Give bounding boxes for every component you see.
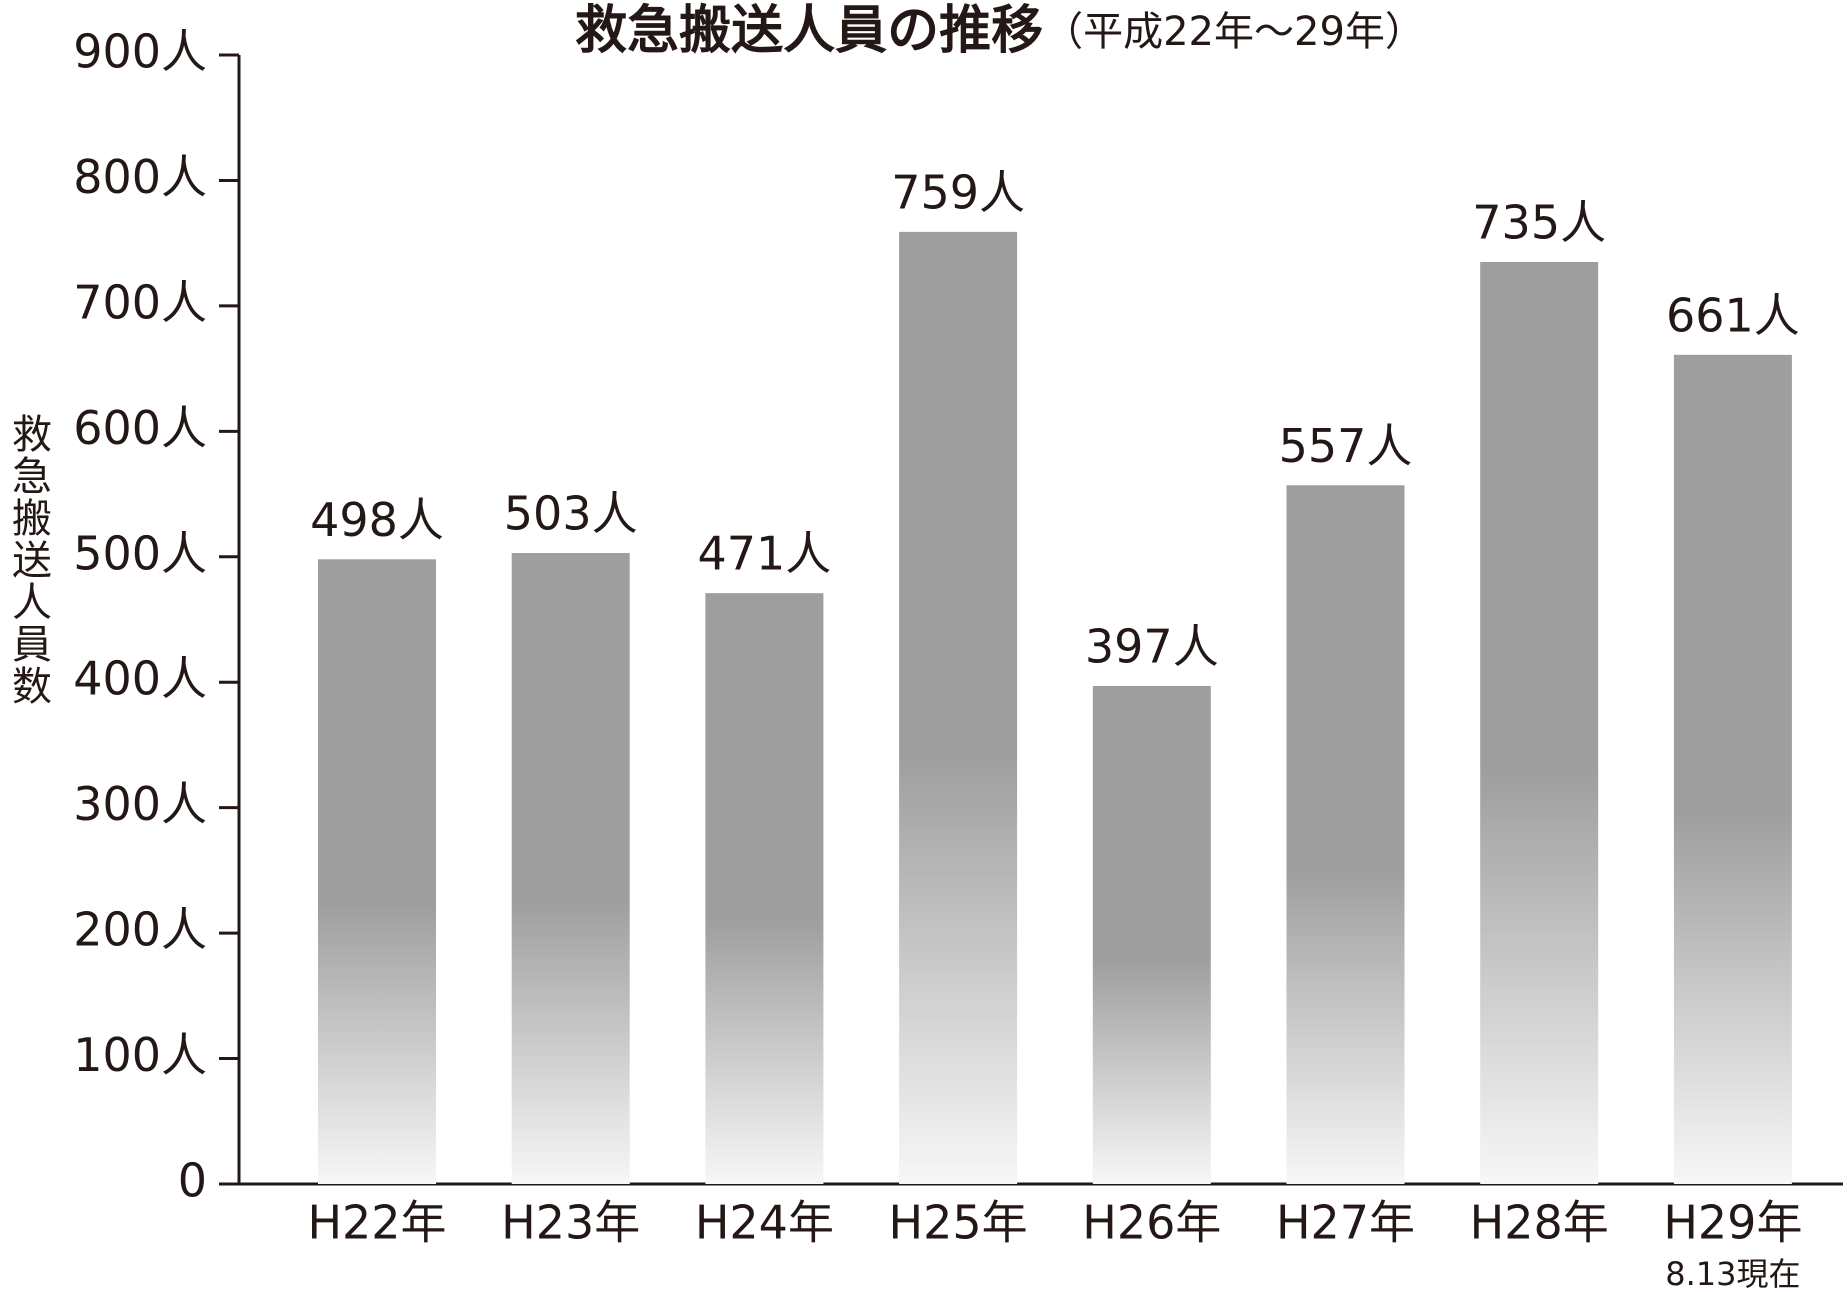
value-label: 735人	[1472, 195, 1606, 249]
bar	[705, 593, 824, 1184]
x-tick-label: H27年	[1276, 1196, 1415, 1250]
x-tick-label: H24年	[695, 1196, 834, 1250]
y-axis-label: 救急搬送人員数	[5, 413, 52, 707]
bar	[511, 553, 630, 1184]
y-tick-label: 500人	[73, 526, 207, 580]
y-tick-label: 900人	[73, 25, 207, 79]
bar	[1480, 261, 1599, 1184]
value-label: 498人	[310, 493, 444, 547]
value-label: 661人	[1666, 288, 1800, 342]
y-tick-label: 600人	[73, 401, 207, 455]
annotation: 8.13現在	[1665, 1255, 1800, 1292]
y-tick-label: 700人	[73, 275, 207, 329]
y-tick-label: 300人	[73, 777, 207, 831]
bar	[318, 559, 436, 1184]
y-tick-label: 100人	[73, 1028, 207, 1082]
x-tick-label: H29年	[1663, 1196, 1802, 1250]
bar	[1673, 354, 1792, 1184]
y-tick-label: 400人	[73, 652, 207, 706]
bar	[1286, 485, 1405, 1185]
x-tick-label: H25年	[889, 1196, 1028, 1250]
value-label: 503人	[504, 487, 638, 541]
value-label: 759人	[891, 165, 1025, 219]
x-tick-label: H26年	[1082, 1196, 1221, 1250]
value-label: 557人	[1279, 419, 1413, 473]
x-tick-label: H23年	[501, 1196, 640, 1250]
y-tick-label: 0	[178, 1154, 207, 1208]
bar	[899, 231, 1018, 1185]
subtitle: （平成22年～29年）	[1043, 9, 1425, 55]
title: 救急搬送人員の推移	[575, 1, 1043, 61]
chart-title: 救急搬送人員の推移（平成22年～29年）	[575, 1, 1425, 61]
bar	[1092, 685, 1211, 1184]
y-tick-label: 800人	[73, 150, 207, 204]
y-tick-label: 200人	[73, 903, 207, 957]
value-label: 471人	[697, 527, 831, 581]
x-tick-label: H22年	[307, 1196, 446, 1250]
value-label: 397人	[1085, 619, 1219, 673]
x-tick-label: H28年	[1470, 1196, 1609, 1250]
